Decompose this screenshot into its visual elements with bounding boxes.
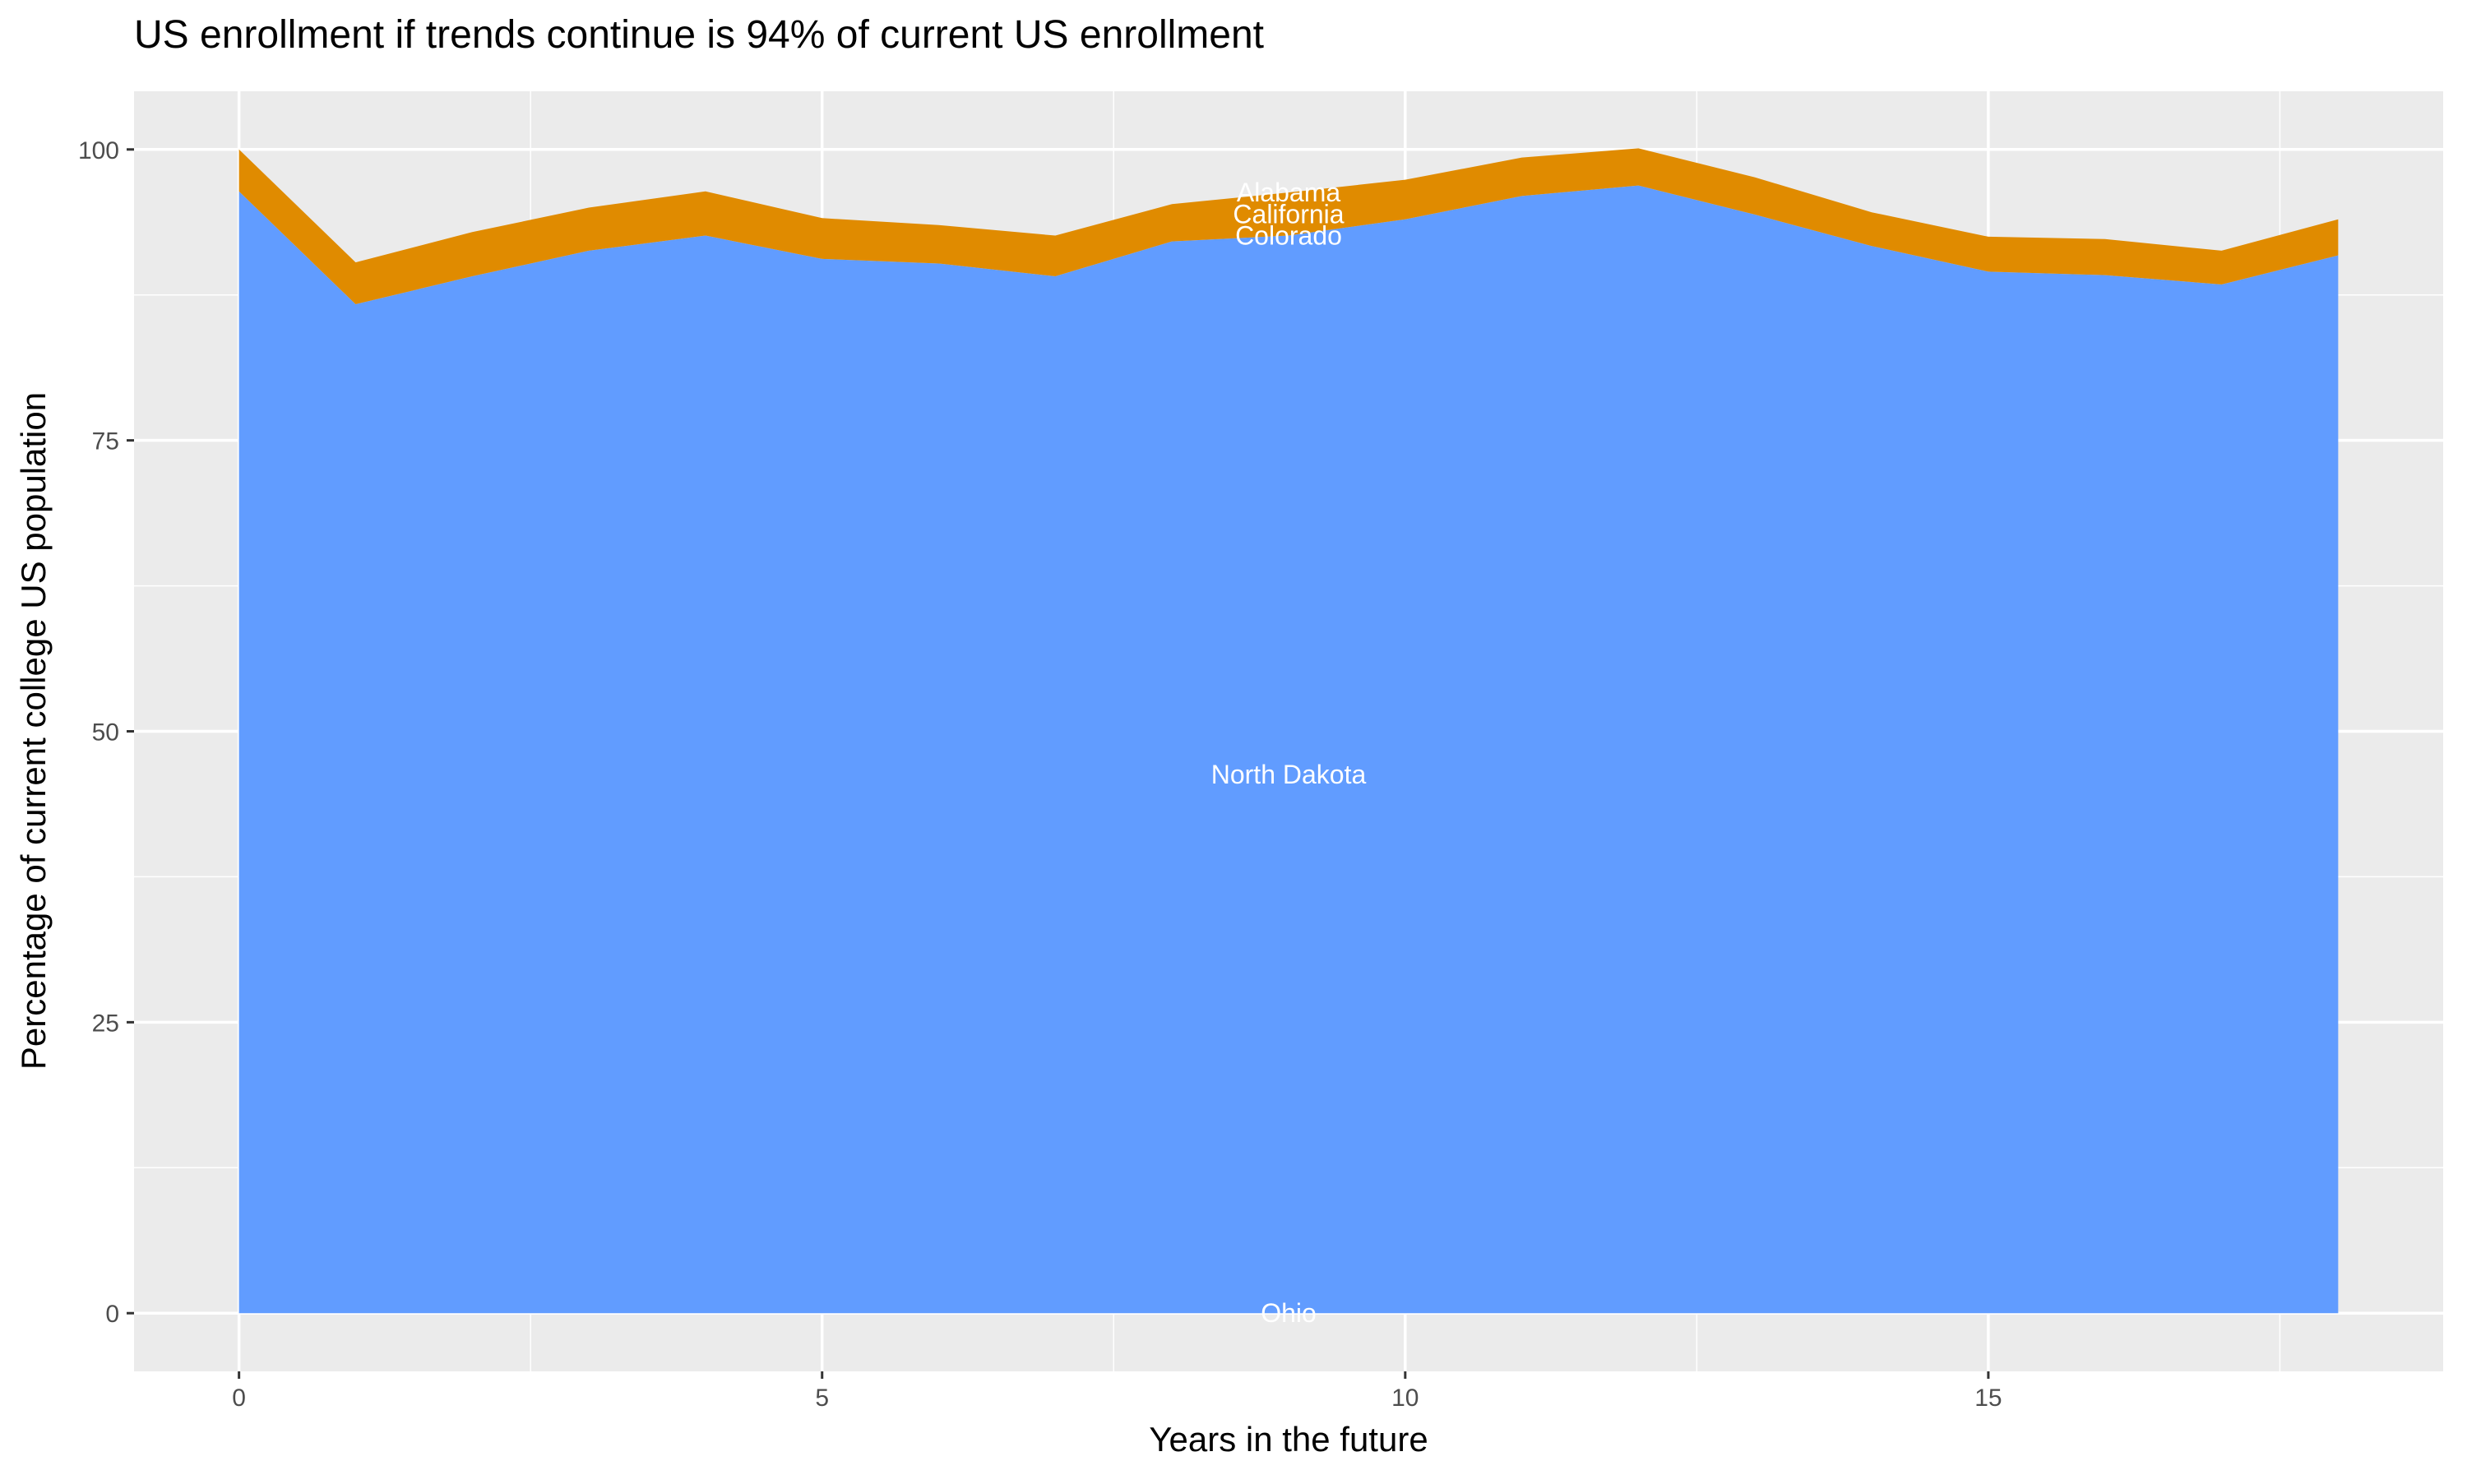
series-label: Alabama (1237, 178, 1341, 207)
y-tick-label: 50 (92, 719, 119, 747)
series-label: California (1233, 199, 1344, 229)
areas (238, 148, 2339, 1314)
x-tick-label: 0 (232, 1385, 246, 1412)
x-axis-label: Years in the future (1149, 1420, 1428, 1459)
y-tick-label: 75 (92, 428, 119, 455)
series-labels: Ohio North Dakota ColoradoCaliforniaAlabam… (1211, 178, 1367, 1328)
y-tick-label: 25 (92, 1010, 119, 1037)
x-tick-label: 5 (815, 1385, 829, 1412)
series-label: Colorado (1235, 221, 1342, 251)
y-tick-label: 0 (105, 1301, 119, 1328)
x-tick-label: 15 (1974, 1385, 2002, 1412)
area-california (238, 148, 2339, 305)
chart-title: US enrollment if trends continue is 94% … (134, 13, 1264, 57)
y-tick-label: 100 (78, 137, 119, 164)
y-axis-label: Percentage of current college US populat… (14, 392, 53, 1070)
x-tick-label: 10 (1391, 1385, 1419, 1412)
axes: 0 25 50 75 100 0 5 10 15 (78, 137, 2002, 1412)
series-label: North Dakota (1211, 760, 1367, 789)
series-label: Ohio (1261, 1298, 1317, 1328)
area-north-dakota (238, 185, 2339, 1314)
